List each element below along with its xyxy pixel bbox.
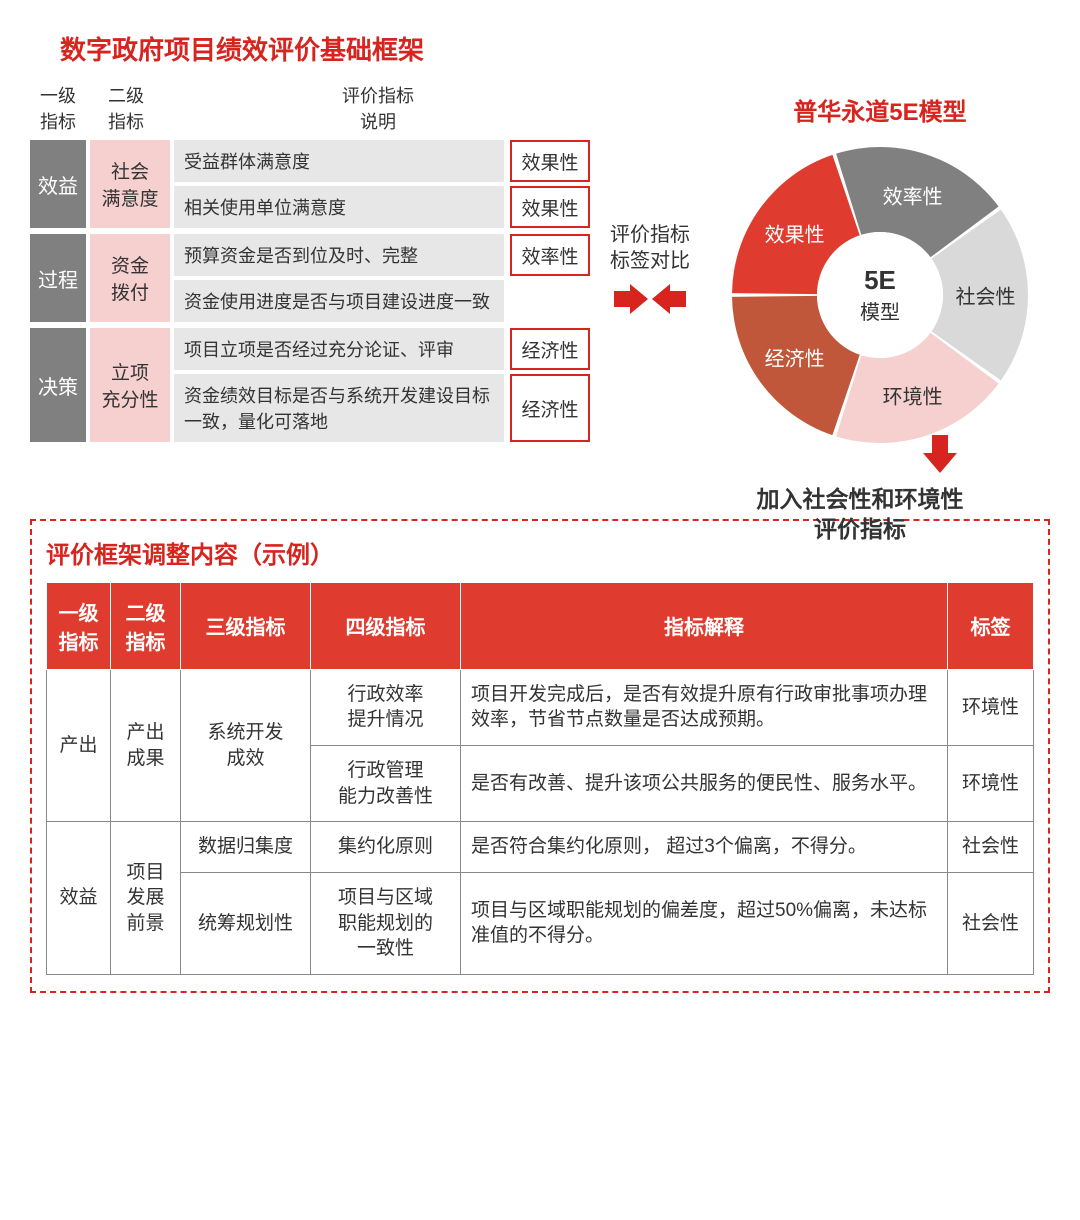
cell-tag: 环境性 [948,746,1034,822]
desc-group: 预算资金是否到位及时、完整效率性资金使用进度是否与项目建设进度一致 [174,234,590,322]
framework-body: 效益社会 满意度受益群体满意度效果性相关使用单位满意度效果性过程资金 拨付预算资… [30,140,590,442]
desc-row: 相关使用单位满意度效果性 [174,186,590,228]
lvl2-cell: 立项 充分性 [90,328,170,442]
arrow-down-icon [923,435,957,473]
example-th: 标签 [948,582,1034,669]
tag-cell: 经济性 [510,374,590,442]
donut-slice-label: 经济性 [765,343,825,372]
example-table: 一级 指标二级 指标三级指标四级指标指标解释标签 产出产出 成果系统开发 成效行… [46,582,1034,975]
example-th: 四级指标 [311,582,461,669]
framework-row: 过程资金 拨付预算资金是否到位及时、完整效率性资金使用进度是否与项目建设进度一致 [30,234,590,322]
arrow-pair [614,284,686,314]
lvl1-cell: 效益 [30,140,86,228]
example-th: 一级 指标 [47,582,111,669]
framework-header-row: 一级 指标 二级 指标 评价指标 说明 [30,82,590,134]
lvl2-cell: 资金 拨付 [90,234,170,322]
compare-label: 评价指标 标签对比 [610,222,690,274]
desc-cell: 相关使用单位满意度 [174,186,504,228]
donut-center: 5E 模型 [817,232,943,358]
cell-l3: 数据归集度 [181,822,311,873]
model-block: 普华永道5E模型 5E 模型 效果性 效率性社会性环境性 经济性 [710,82,1050,473]
table-row: 产出产出 成果系统开发 成效行政效率 提升情况项目开发完成后，是否有效提升原有行… [47,669,1034,745]
arrow-right-icon [614,284,648,314]
cell-exp: 是否有改善、提升该项公共服务的便民性、服务水平。 [461,746,948,822]
header-lvl1: 一级 指标 [30,82,86,134]
cell-l4: 集约化原则 [311,822,461,873]
compare-block: 评价指标 标签对比 [610,82,690,314]
desc-row: 项目立项是否经过充分论证、评审经济性 [174,328,590,370]
lvl1-cell: 过程 [30,234,86,322]
model-title: 普华永道5E模型 [793,92,966,127]
lvl1-cell: 决策 [30,328,86,442]
cell-l2: 项目 发展 前景 [111,822,181,975]
arrow-left-icon [652,284,686,314]
desc-row: 资金使用进度是否与项目建设进度一致 [174,280,590,322]
desc-cell: 资金使用进度是否与项目建设进度一致 [174,280,504,322]
header-desc: 评价指标 说明 [166,82,590,134]
donut-slice-label: 社会性 [956,281,1016,310]
main-title: 数字政府项目绩效评价基础框架 [60,30,1050,67]
donut-slice-label: 环境性 [883,381,943,410]
tag-cell: 效果性 [510,186,590,228]
cell-l4: 项目与区域 职能规划的 一致性 [311,872,461,974]
desc-group: 受益群体满意度效果性相关使用单位满意度效果性 [174,140,590,228]
example-th: 三级指标 [181,582,311,669]
desc-cell: 受益群体满意度 [174,140,504,182]
donut-center-big: 5E [864,265,896,296]
tag-cell: 效果性 [510,140,590,182]
cell-l1: 产出 [47,669,111,822]
donut-center-small: 模型 [860,296,900,325]
tag-cell: 效率性 [510,234,590,276]
framework-block: 一级 指标 二级 指标 评价指标 说明 效益社会 满意度受益群体满意度效果性相关… [30,82,590,448]
donut-chart: 5E 模型 效果性 效率性社会性环境性 经济性 [730,145,1030,445]
desc-row: 资金绩效目标是否与系统开发建设目标一致，量化可落地经济性 [174,374,590,442]
desc-group: 项目立项是否经过充分论证、评审经济性资金绩效目标是否与系统开发建设目标一致，量化… [174,328,590,442]
top-section: 一级 指标 二级 指标 评价指标 说明 效益社会 满意度受益群体满意度效果性相关… [30,82,1050,473]
framework-row: 效益社会 满意度受益群体满意度效果性相关使用单位满意度效果性 [30,140,590,228]
cell-l1: 效益 [47,822,111,975]
cell-l2: 产出 成果 [111,669,181,822]
donut-slice-label: 效率性 [883,180,943,209]
desc-cell: 资金绩效目标是否与系统开发建设目标一致，量化可落地 [174,374,504,442]
donut-slice-label: 效果性 [765,218,825,247]
example-box: 评价框架调整内容（示例） 一级 指标二级 指标三级指标四级指标指标解释标签 产出… [30,519,1050,993]
header-lvl2: 二级 指标 [86,82,166,134]
example-body: 产出产出 成果系统开发 成效行政效率 提升情况项目开发完成后，是否有效提升原有行… [47,669,1034,974]
table-row: 效益项目 发展 前景数据归集度集约化原则是否符合集约化原则， 超过3个偏离，不得… [47,822,1034,873]
desc-row: 受益群体满意度效果性 [174,140,590,182]
cell-exp: 项目开发完成后，是否有效提升原有行政审批事项办理效率，节省节点数量是否达成预期。 [461,669,948,745]
cell-l3: 统筹规划性 [181,872,311,974]
cell-l3: 系统开发 成效 [181,669,311,822]
framework-row: 决策立项 充分性项目立项是否经过充分论证、评审经济性资金绩效目标是否与系统开发建… [30,328,590,442]
cell-exp: 是否符合集约化原则， 超过3个偏离，不得分。 [461,822,948,873]
cell-tag: 社会性 [948,872,1034,974]
desc-cell: 预算资金是否到位及时、完整 [174,234,504,276]
cell-tag: 环境性 [948,669,1034,745]
example-th: 二级 指标 [111,582,181,669]
example-th: 指标解释 [461,582,948,669]
tag-cell: 经济性 [510,328,590,370]
desc-cell: 项目立项是否经过充分论证、评审 [174,328,504,370]
desc-row: 预算资金是否到位及时、完整效率性 [174,234,590,276]
lvl2-cell: 社会 满意度 [90,140,170,228]
cell-tag: 社会性 [948,822,1034,873]
cell-exp: 项目与区域职能规划的偏差度，超过50%偏离，未达标准值的不得分。 [461,872,948,974]
cell-l4: 行政效率 提升情况 [311,669,461,745]
example-header-row: 一级 指标二级 指标三级指标四级指标指标解释标签 [47,582,1034,669]
table-row: 统筹规划性项目与区域 职能规划的 一致性项目与区域职能规划的偏差度，超过50%偏… [47,872,1034,974]
cell-l4: 行政管理 能力改善性 [311,746,461,822]
